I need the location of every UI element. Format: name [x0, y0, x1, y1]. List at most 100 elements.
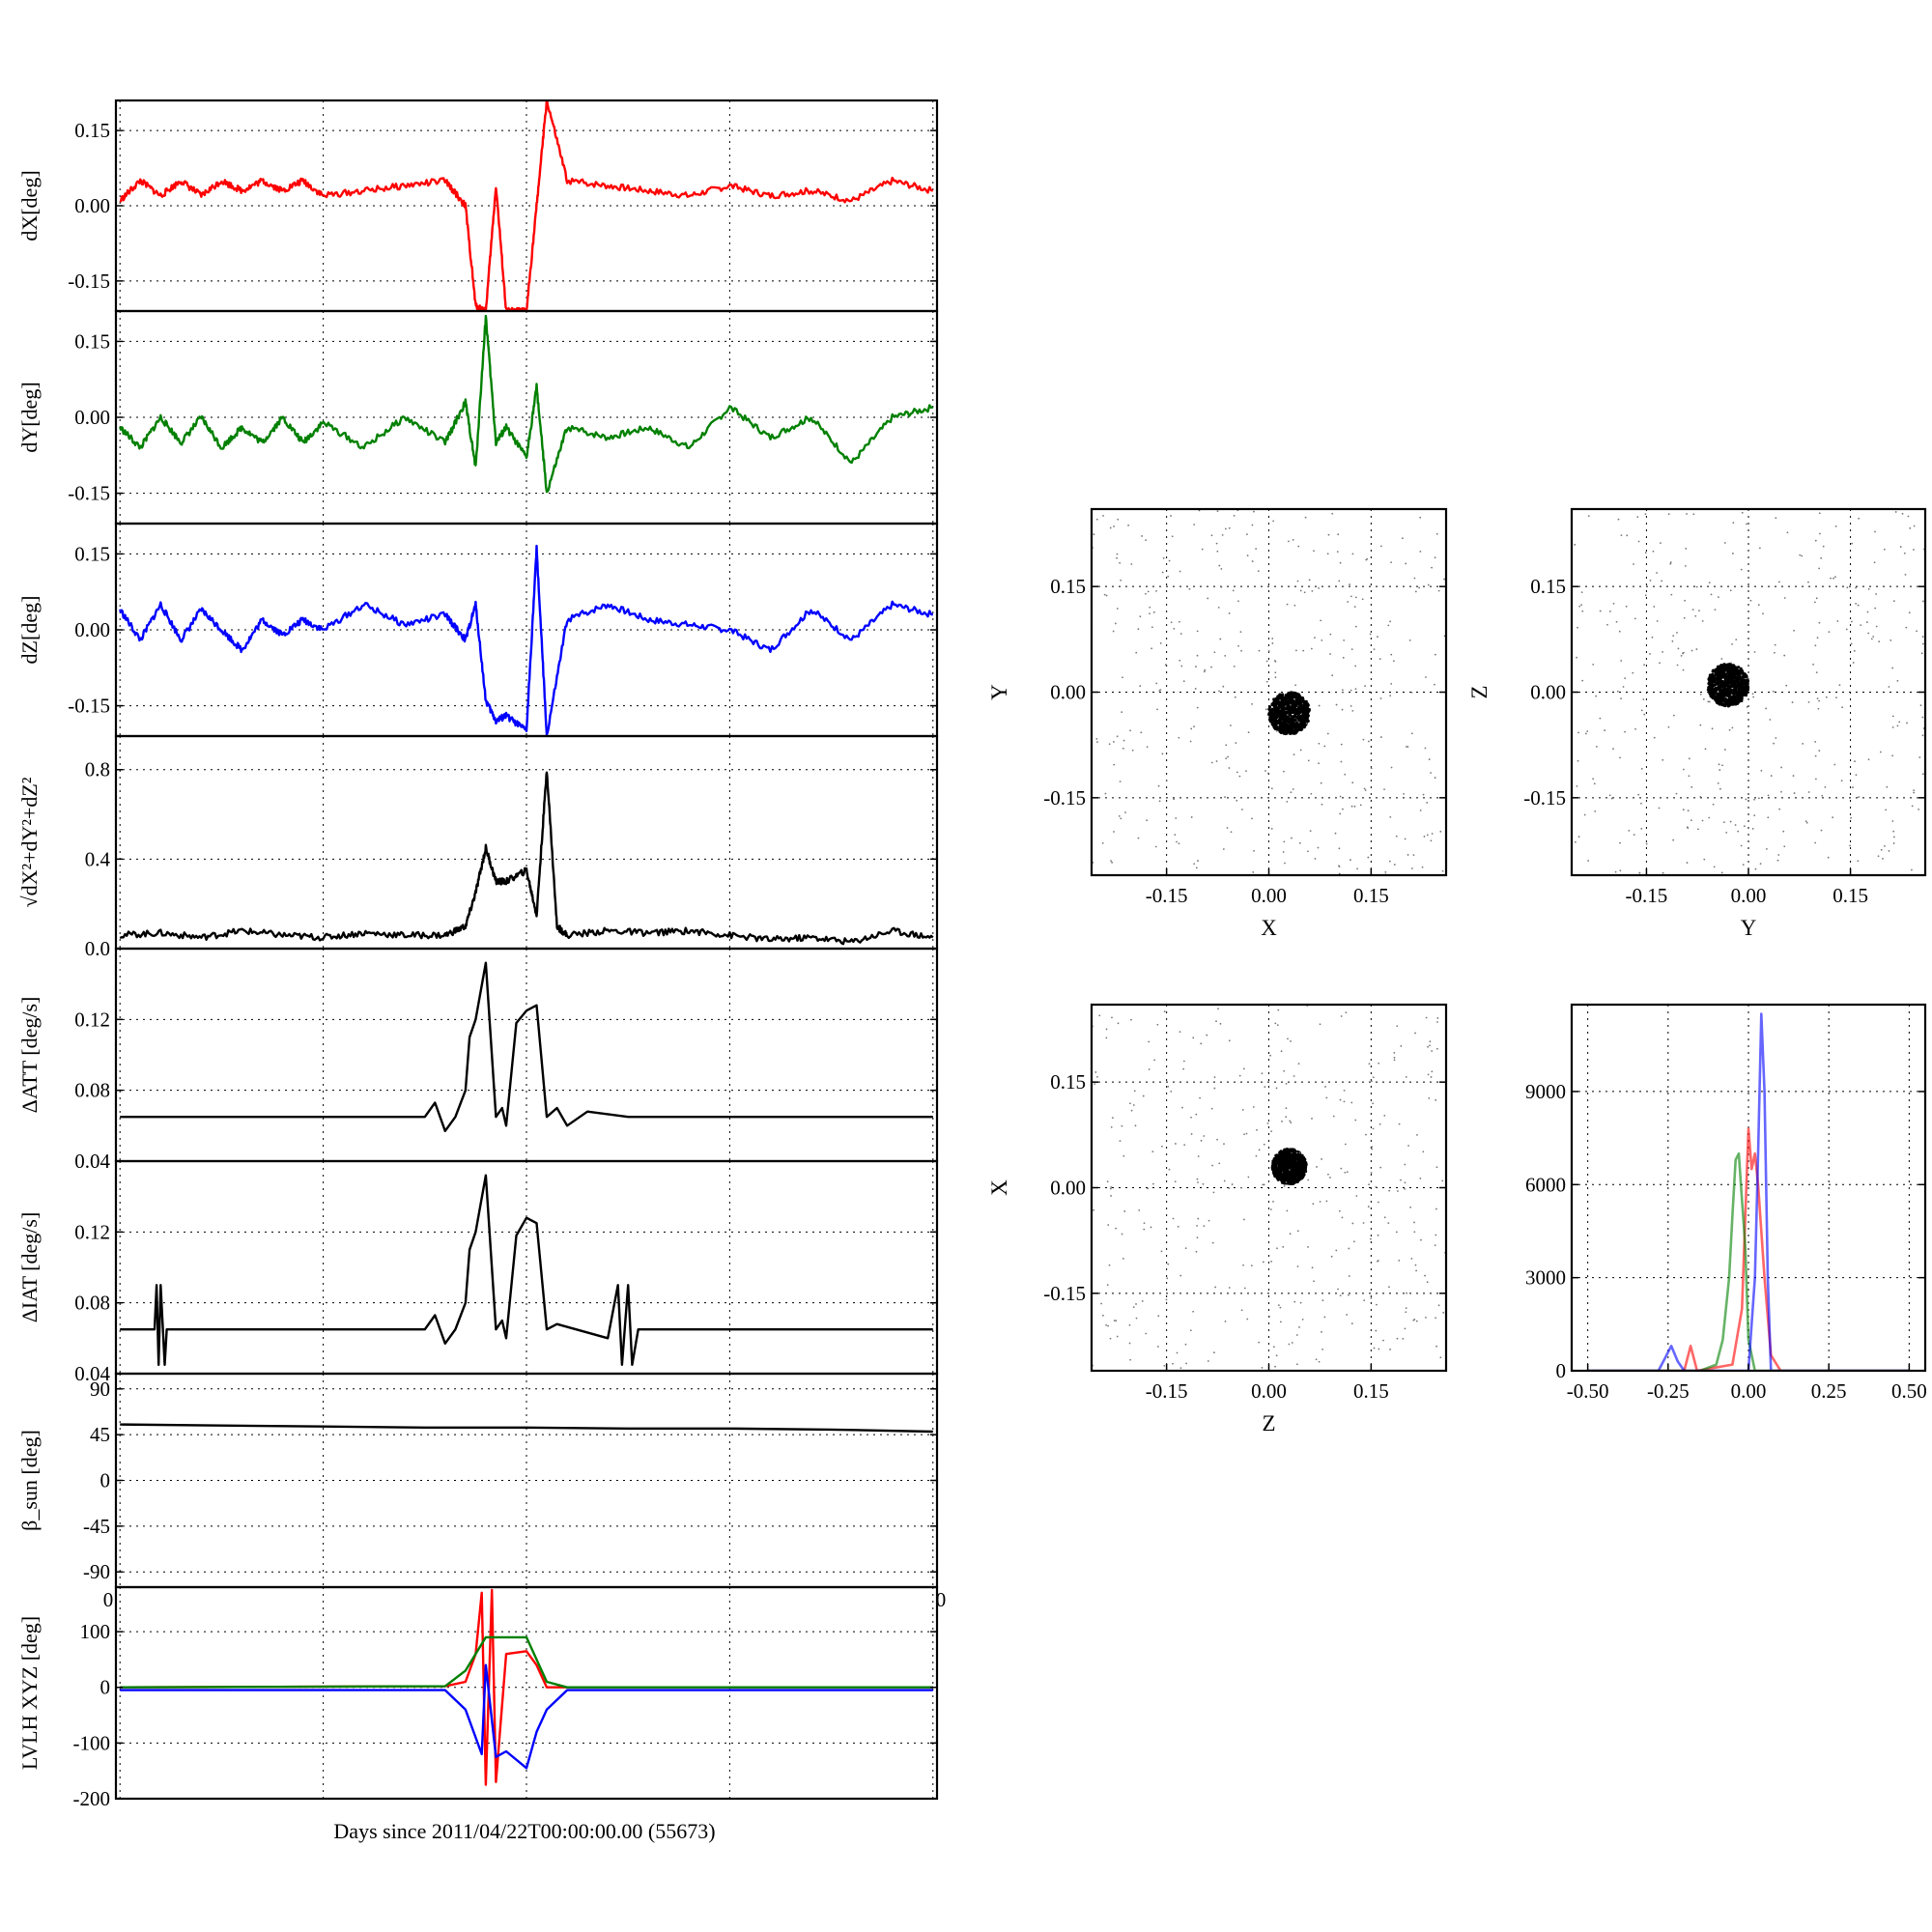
scatter-point [1758, 547, 1761, 550]
scatter-point [1281, 728, 1285, 733]
scatter-point [1350, 805, 1353, 808]
scatter-point [1819, 532, 1821, 535]
scatter-point [1292, 693, 1295, 696]
plot-area [119, 771, 934, 946]
scatter-point [1285, 696, 1289, 699]
scatter-point [1262, 1261, 1264, 1264]
scatter-point [1316, 1166, 1318, 1168]
scatter-point [1850, 816, 1853, 819]
scatter-point [1093, 533, 1095, 536]
scatter-point [1896, 679, 1899, 682]
scatter-point [1441, 1179, 1444, 1182]
scatter-point [1158, 689, 1161, 692]
scatter-point [1672, 635, 1675, 638]
scatter-point [1132, 1104, 1135, 1106]
scatter-point [1759, 863, 1762, 866]
scatter-point [1833, 577, 1834, 580]
scatter-point [1173, 798, 1176, 801]
scatter-point [1246, 1318, 1249, 1321]
scatter-point [1740, 568, 1743, 571]
scatter-point [1278, 726, 1282, 730]
scatter-point [1318, 704, 1321, 707]
scatter-point [1791, 701, 1794, 703]
scatter-point [1774, 651, 1776, 654]
scatter-point [1711, 689, 1715, 693]
scatter-point [1098, 1014, 1101, 1017]
scatter-point [1315, 1358, 1318, 1361]
scatter-point [1734, 824, 1737, 826]
scatter-point [1896, 724, 1899, 727]
scatter-point [1296, 1156, 1300, 1160]
scatter-point [1643, 713, 1646, 716]
scatter-point [1620, 660, 1623, 662]
scatter-point [1292, 1177, 1295, 1180]
scatter-point [1331, 674, 1334, 677]
x-tick-label: 0.00 [1251, 1379, 1287, 1403]
scatter-point [1225, 757, 1228, 760]
scatter-point [1299, 1158, 1304, 1162]
scatter-point [1284, 862, 1286, 865]
scatter-point [1608, 611, 1611, 612]
scatter-point [1793, 792, 1796, 794]
scatter-point [1372, 1102, 1375, 1105]
scatter-point [1634, 727, 1636, 730]
scatter-point [1129, 1358, 1132, 1361]
scatter-point [1653, 606, 1656, 608]
scatter-point [1405, 1075, 1407, 1078]
y-tick-label: -45 [83, 1515, 110, 1538]
scatter-point [1190, 1133, 1193, 1135]
scatter-point [1195, 867, 1198, 869]
scatter-point [1436, 1017, 1439, 1019]
scatter-point [1185, 1362, 1187, 1365]
scatter-point [1196, 654, 1199, 657]
scatter-point [1321, 803, 1323, 806]
scatter-point [1340, 760, 1343, 763]
scatter-point [1213, 651, 1216, 654]
scatter-point [1129, 729, 1131, 732]
y-tick-label: 45 [90, 1423, 110, 1446]
scatter-point [1146, 746, 1149, 749]
scatter-point [1671, 639, 1674, 642]
scatter-point [1413, 577, 1416, 580]
scatter-point [1891, 715, 1894, 718]
scatter-point [1612, 602, 1615, 605]
scatter-point [1297, 696, 1302, 700]
scatter-point [1587, 860, 1590, 862]
scatter-point [1412, 854, 1415, 857]
series-line [120, 1663, 933, 1770]
scatter-point [1276, 709, 1281, 713]
y-axis-label: β_sun [deg] [17, 1430, 42, 1531]
scatter-point [1147, 1187, 1150, 1190]
scatter-point [1350, 648, 1353, 651]
scatter-point [1814, 841, 1817, 844]
scatter-point [1237, 644, 1239, 647]
scatter-point [1245, 533, 1248, 536]
scatter-point [1282, 1245, 1285, 1248]
scatter-point [1298, 1151, 1301, 1154]
scatter-point [1415, 1269, 1418, 1272]
scatter-point [1640, 827, 1643, 830]
scatter-point [1775, 517, 1777, 520]
scatter-point [1156, 1346, 1159, 1348]
scatter-point [1161, 571, 1164, 574]
scatter-point [1111, 1016, 1113, 1019]
scatter-point [1879, 751, 1882, 753]
scatter-point [1851, 542, 1854, 545]
scatter-point [1729, 820, 1732, 823]
y-tick-label: -0.15 [68, 270, 110, 293]
scatter-point [1321, 1299, 1324, 1302]
scatter-point [1276, 695, 1280, 698]
scatter-point [1195, 1113, 1198, 1116]
scatter-point [1743, 825, 1746, 828]
scatter-point [1145, 592, 1147, 595]
scatter-point [1291, 1170, 1294, 1174]
scatter-point [1296, 1168, 1300, 1172]
scatter-point [1827, 856, 1830, 859]
scatter-point [1159, 642, 1162, 644]
scatter-point [1404, 1327, 1406, 1330]
scatter-point [1113, 763, 1116, 766]
scatter-point [1885, 809, 1888, 811]
scatter-point [1163, 1010, 1166, 1013]
scatter-point [1307, 1246, 1309, 1248]
scatter-point [1362, 1222, 1365, 1224]
